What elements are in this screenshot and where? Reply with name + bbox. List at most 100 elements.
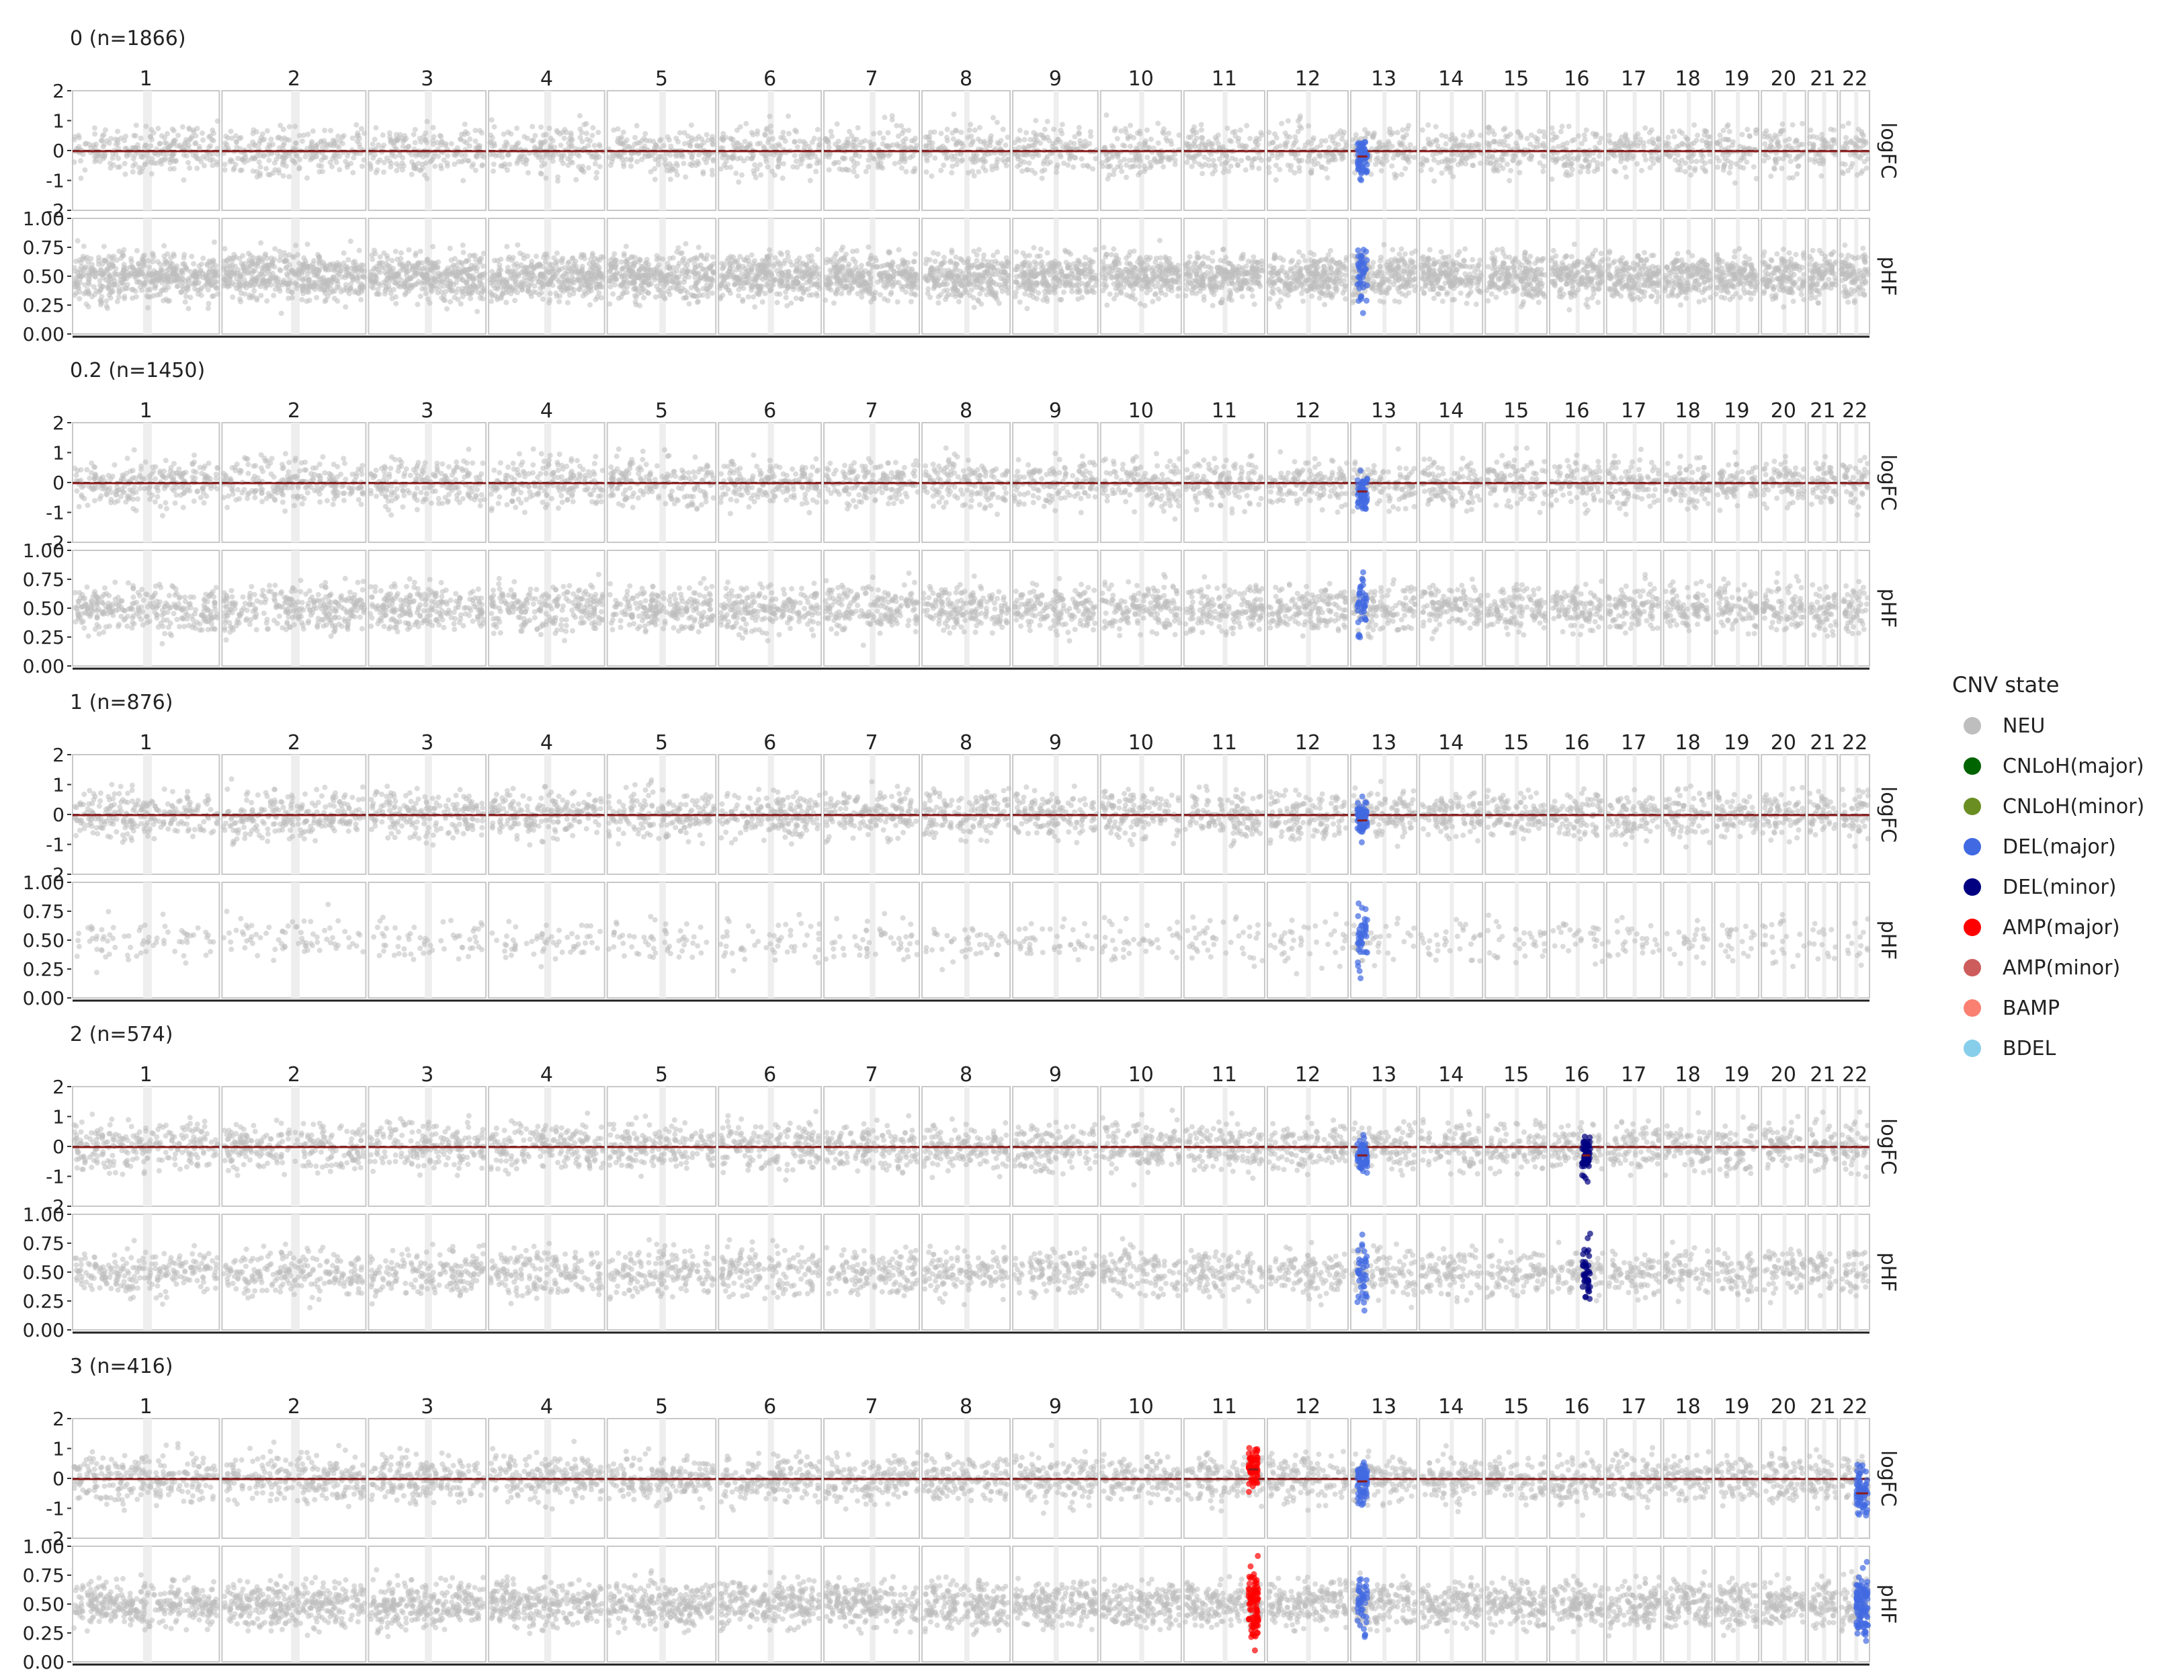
neu-point [459,260,464,265]
neu-point [208,143,213,149]
neu-point [890,284,895,289]
neu-point [73,283,79,288]
neu-point [228,128,233,134]
neu-point [932,155,937,161]
neu-point [736,179,741,185]
neu-point [589,154,595,159]
neu-point [83,264,88,269]
neu-point [209,137,214,142]
neu-point [899,165,905,171]
neu-point [752,304,757,310]
neu-point [835,122,840,127]
neu-point [581,122,587,127]
neu-point [952,154,957,159]
neu-point [325,142,330,148]
neu-point [120,253,126,259]
neu-point [149,171,155,177]
neu-point [136,272,142,278]
neu-point [1022,137,1027,142]
neu-point [726,288,731,293]
neu-point [1085,267,1090,273]
neu-point [866,164,871,169]
neu-point [694,255,699,260]
neu-point [992,292,997,298]
neu-point [859,263,864,268]
neu-point [1075,296,1081,302]
neu-point [1042,289,1048,294]
neu-point [152,284,157,289]
neu-point [550,138,556,143]
neu-point [191,261,196,266]
neu-point [1032,142,1037,148]
neu-point [293,243,298,248]
neu-point [493,286,498,291]
neu-point [1013,290,1019,295]
neu-point [380,132,386,138]
neu-point [970,275,975,280]
neu-point [743,138,748,144]
neu-point [774,268,780,274]
neu-point [104,138,110,144]
neu-point [890,113,895,118]
neu-point [678,251,683,256]
neu-point [416,279,421,284]
neu-point [571,261,577,267]
neu-point [590,251,595,256]
neu-point [514,142,519,147]
neu-point [878,160,884,165]
neu-point [242,267,247,273]
neu-point [896,247,902,253]
neu-point [382,160,387,165]
neu-point [587,302,593,308]
neu-point [1034,296,1040,302]
neu-point [880,165,885,171]
neu-point [667,153,673,158]
neu-point [970,157,976,162]
neu-point [687,140,692,145]
neu-point [183,299,188,304]
neu-point [248,279,253,284]
neu-point [620,291,625,296]
neu-point [191,127,196,132]
neu-point [900,131,905,136]
neu-point [1014,267,1019,272]
neu-point [307,152,312,157]
neu-point [1001,126,1006,132]
neu-point [806,272,811,278]
neu-point [317,254,322,259]
neu-point [115,128,120,134]
neu-point [757,162,763,167]
neu-point [737,254,743,259]
neu-point [569,132,574,138]
neu-point [976,298,981,304]
neu-point [631,260,636,265]
neu-point [683,174,688,179]
neu-point [186,283,192,288]
neu-point [911,138,917,144]
neu-point [634,123,640,128]
neu-point [775,164,781,169]
neu-point [428,284,433,289]
neu-point [938,131,943,136]
neu-point [874,265,880,270]
neu-point [1033,274,1038,279]
neu-point [438,134,444,139]
neu-point [1026,161,1032,166]
neu-point [782,258,788,263]
neu-point [276,167,282,173]
neu-point [878,292,883,298]
neu-point [881,136,886,141]
neu-point [1001,263,1006,269]
neu-point [319,163,324,169]
neu-point [353,122,359,128]
neu-point [521,159,526,165]
neu-point [948,258,953,263]
chromosome-label: 3 [421,67,433,91]
neu-point [560,284,565,289]
neu-point [193,140,198,146]
neu-point [735,156,741,161]
neu-point [445,153,450,159]
neu-point [491,273,496,278]
neu-point [116,156,121,161]
neu-point [398,278,404,283]
